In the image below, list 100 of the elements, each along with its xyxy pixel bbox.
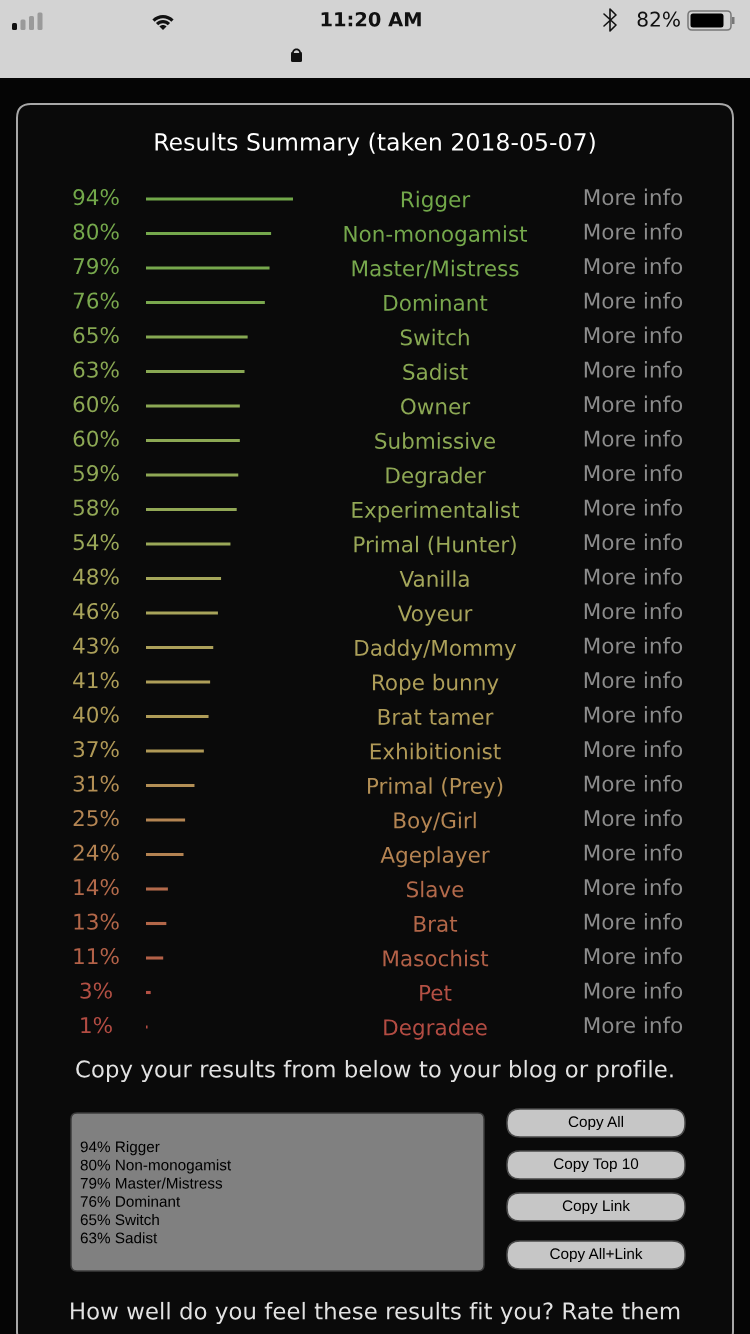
bar (146, 231, 272, 236)
text: More info (584, 809, 683, 827)
y-tick-label: Owner (401, 398, 471, 415)
data-label: 54% (73, 533, 119, 551)
data-label: 76% (73, 292, 119, 309)
bar (146, 542, 231, 546)
bar (146, 783, 195, 788)
data-label: 3% (80, 982, 112, 999)
data-label: 63% (73, 361, 119, 378)
text: More info (584, 499, 683, 516)
data-label: 46% (73, 602, 119, 620)
bar (146, 438, 240, 443)
y-tick-label: Experimentalist (352, 501, 520, 523)
bar (146, 852, 184, 857)
data-label: 79% (73, 257, 119, 275)
y-tick-label: Switch (400, 328, 469, 346)
text: More info (584, 326, 683, 344)
text: More info (584, 913, 683, 930)
bar (146, 335, 248, 339)
data-label: 11% (74, 947, 119, 965)
bar (146, 714, 209, 719)
text: 11:20 AM (321, 11, 421, 27)
data-label: 13% (74, 913, 119, 930)
data-label: 94% (73, 188, 119, 206)
bar (146, 473, 239, 477)
data-label: 59% (73, 464, 119, 482)
y-tick-label: Slave (407, 880, 464, 898)
text: More info (584, 775, 683, 792)
data-label: 40% (73, 706, 119, 723)
y-tick-label: Masochist (383, 949, 489, 967)
text: More info (584, 568, 683, 585)
y-tick-label: Primal (Hunter) (354, 535, 516, 556)
y-tick-label: Pet (420, 984, 452, 1001)
text: Copy All (568, 1115, 623, 1131)
bar (146, 611, 218, 615)
data-label: 25% (73, 809, 119, 827)
bar (146, 197, 293, 201)
text: More info (584, 637, 683, 654)
data-label: 60% (73, 430, 119, 447)
y-tick-label: Master/Mistress (352, 259, 519, 279)
text: More info (584, 671, 683, 689)
y-tick-label: Degradee (384, 1018, 487, 1040)
data-label: 65% (73, 326, 119, 344)
data-label: 43% (73, 637, 119, 654)
y-tick-label: Rope bunny (372, 673, 499, 695)
bar (146, 680, 211, 684)
bar (146, 576, 222, 581)
data-label: 14% (74, 878, 119, 896)
data-label: 24% (73, 844, 119, 861)
y-tick-label: Vanilla (399, 570, 469, 587)
y-tick-label: Primal (Prey) (368, 777, 503, 799)
bar (146, 956, 164, 960)
data-label: 41% (73, 671, 119, 689)
bar (146, 404, 240, 408)
y-tick-label: Brat tamer (378, 708, 494, 725)
text: More info (584, 188, 683, 206)
text: Results Summary (taken 2018-05-07) (155, 132, 595, 156)
text: More info (584, 740, 683, 758)
text: How well do you feel these results fit you? Rate them (71, 1301, 680, 1325)
bar (146, 507, 237, 512)
bar (146, 369, 245, 374)
text: Copy Top 10 (554, 1158, 639, 1173)
y-tick-label: Boy/Girl (394, 811, 476, 833)
text: More info (584, 1016, 683, 1034)
text: Copy your results from below to your blog or profile. (76, 1059, 673, 1083)
text: 94% Rigger 80% Non-monogamist 79% Master/Mistress 76% Dominant 65% Switch 63% Sadist (80, 1141, 232, 1244)
text: Copy All+Link (550, 1247, 643, 1263)
y-tick-label: Daddy/Mommy (355, 639, 517, 661)
y-tick-label: Rigger (401, 190, 471, 212)
text: Copy Link (562, 1199, 630, 1215)
data-label: 80% (73, 223, 119, 240)
text: More info (584, 947, 683, 965)
text: More info (584, 292, 683, 309)
data-label: 1% (81, 1016, 112, 1034)
bar (146, 749, 204, 753)
bar (146, 990, 151, 995)
text: More info (584, 878, 683, 896)
bar (146, 818, 186, 822)
y-tick-label: Ageplayer (380, 846, 490, 868)
bar (146, 266, 270, 270)
text: More info (584, 430, 683, 447)
data-label: 60% (73, 395, 119, 413)
text: More info (584, 464, 683, 482)
bar (146, 300, 265, 305)
text: More info (584, 395, 683, 413)
y-tick-label: Sadist (403, 363, 468, 380)
data-label: 31% (73, 775, 119, 792)
y-tick-label: Non-monogamist (344, 225, 528, 247)
bar (146, 921, 167, 926)
data-label: 58% (73, 499, 119, 516)
text: More info (584, 223, 683, 240)
text: More info (584, 257, 683, 275)
text: More info (584, 982, 683, 999)
text: 82% (637, 11, 680, 27)
bar (146, 887, 168, 891)
text: More info (584, 602, 683, 620)
data-label: 37% (73, 740, 119, 758)
y-tick-label: Submissive (375, 432, 496, 449)
text: More info (584, 706, 683, 723)
y-tick-label: Brat (414, 915, 458, 932)
